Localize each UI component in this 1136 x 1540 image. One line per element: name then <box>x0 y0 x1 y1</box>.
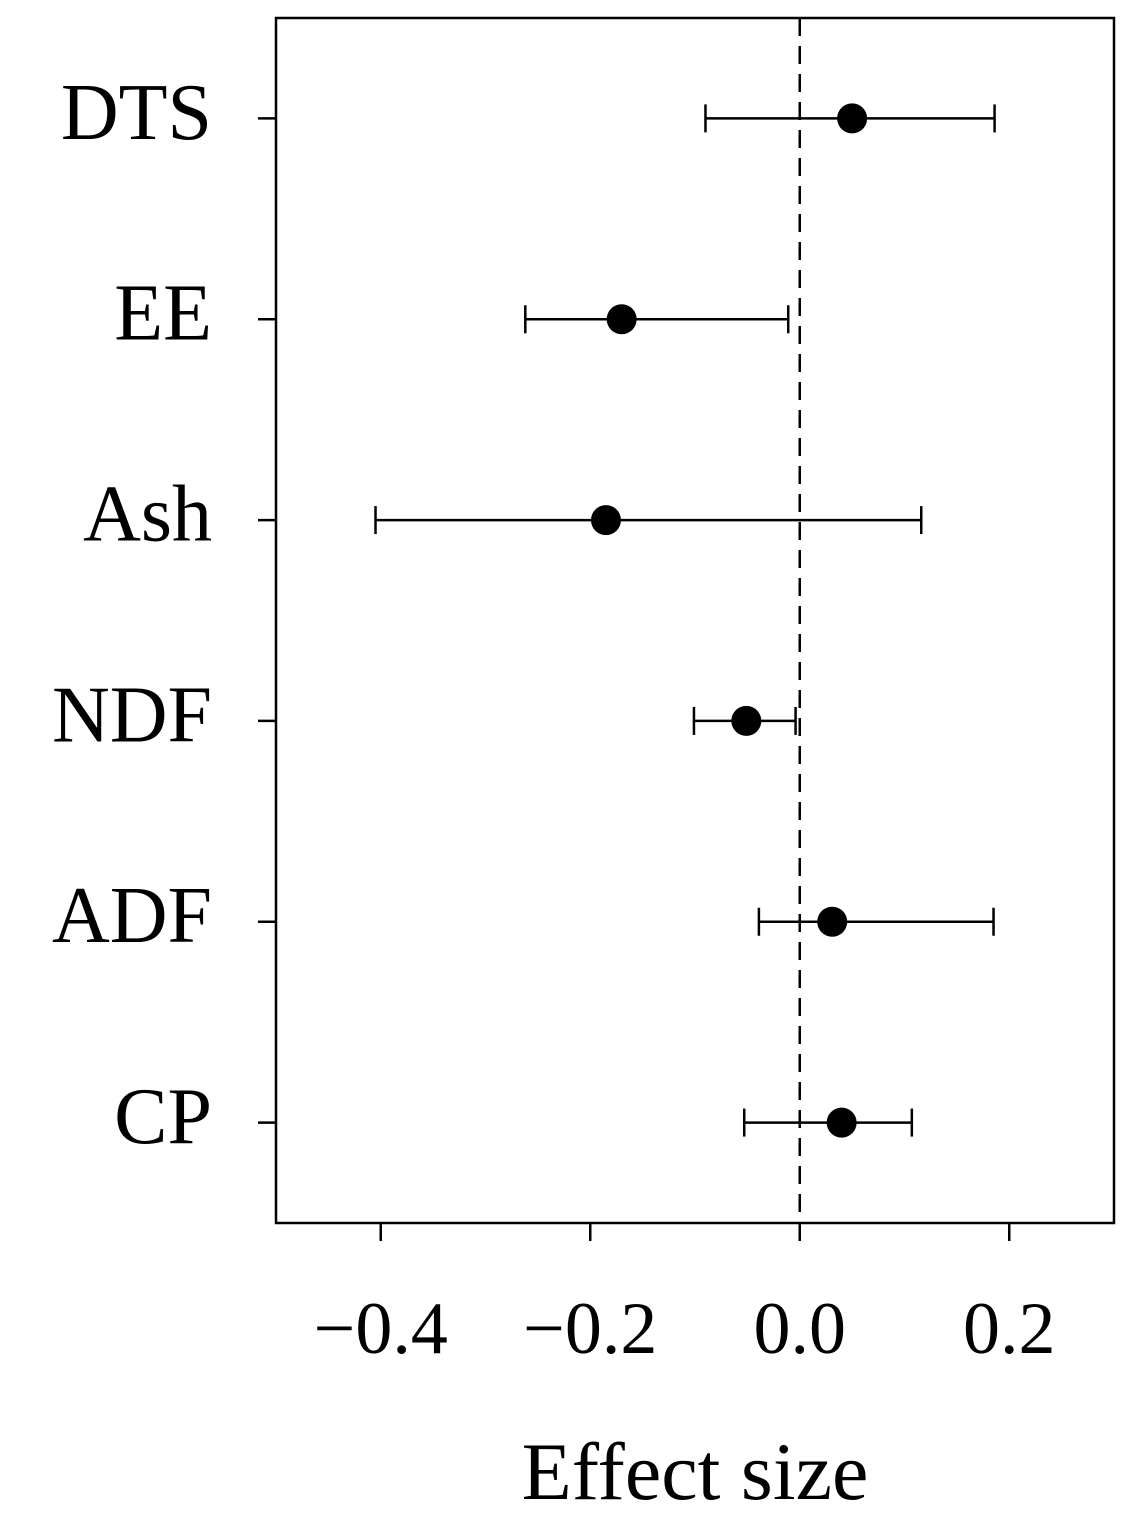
y-tick-label: CP <box>114 1073 212 1161</box>
y-tick-label: Ash <box>83 470 212 558</box>
point <box>731 705 762 736</box>
point <box>590 505 621 536</box>
y-tick-label: NDF <box>52 671 212 759</box>
x-tick-label: 0.0 <box>754 1288 847 1370</box>
x-tick-label: −0.2 <box>523 1288 657 1370</box>
point <box>817 906 848 937</box>
x-axis-label: Effect size <box>522 1426 869 1517</box>
point <box>837 103 868 134</box>
x-tick-label: −0.4 <box>314 1288 448 1370</box>
y-tick-label: ADF <box>52 872 212 960</box>
point <box>606 304 637 335</box>
y-tick-label: EE <box>114 270 212 358</box>
point <box>826 1107 857 1138</box>
plot-frame <box>274 16 1116 1225</box>
x-tick-label: 0.2 <box>963 1288 1056 1370</box>
y-tick-label: DTS <box>61 69 212 157</box>
